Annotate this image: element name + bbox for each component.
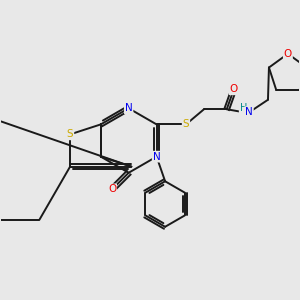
Text: S: S (67, 129, 74, 140)
Text: O: O (108, 184, 116, 194)
Text: O: O (284, 49, 292, 59)
Text: O: O (230, 84, 238, 94)
Text: S: S (183, 119, 189, 129)
Text: N: N (125, 103, 133, 113)
Text: N: N (153, 152, 160, 162)
Text: H: H (240, 103, 247, 113)
Text: N: N (245, 107, 253, 117)
